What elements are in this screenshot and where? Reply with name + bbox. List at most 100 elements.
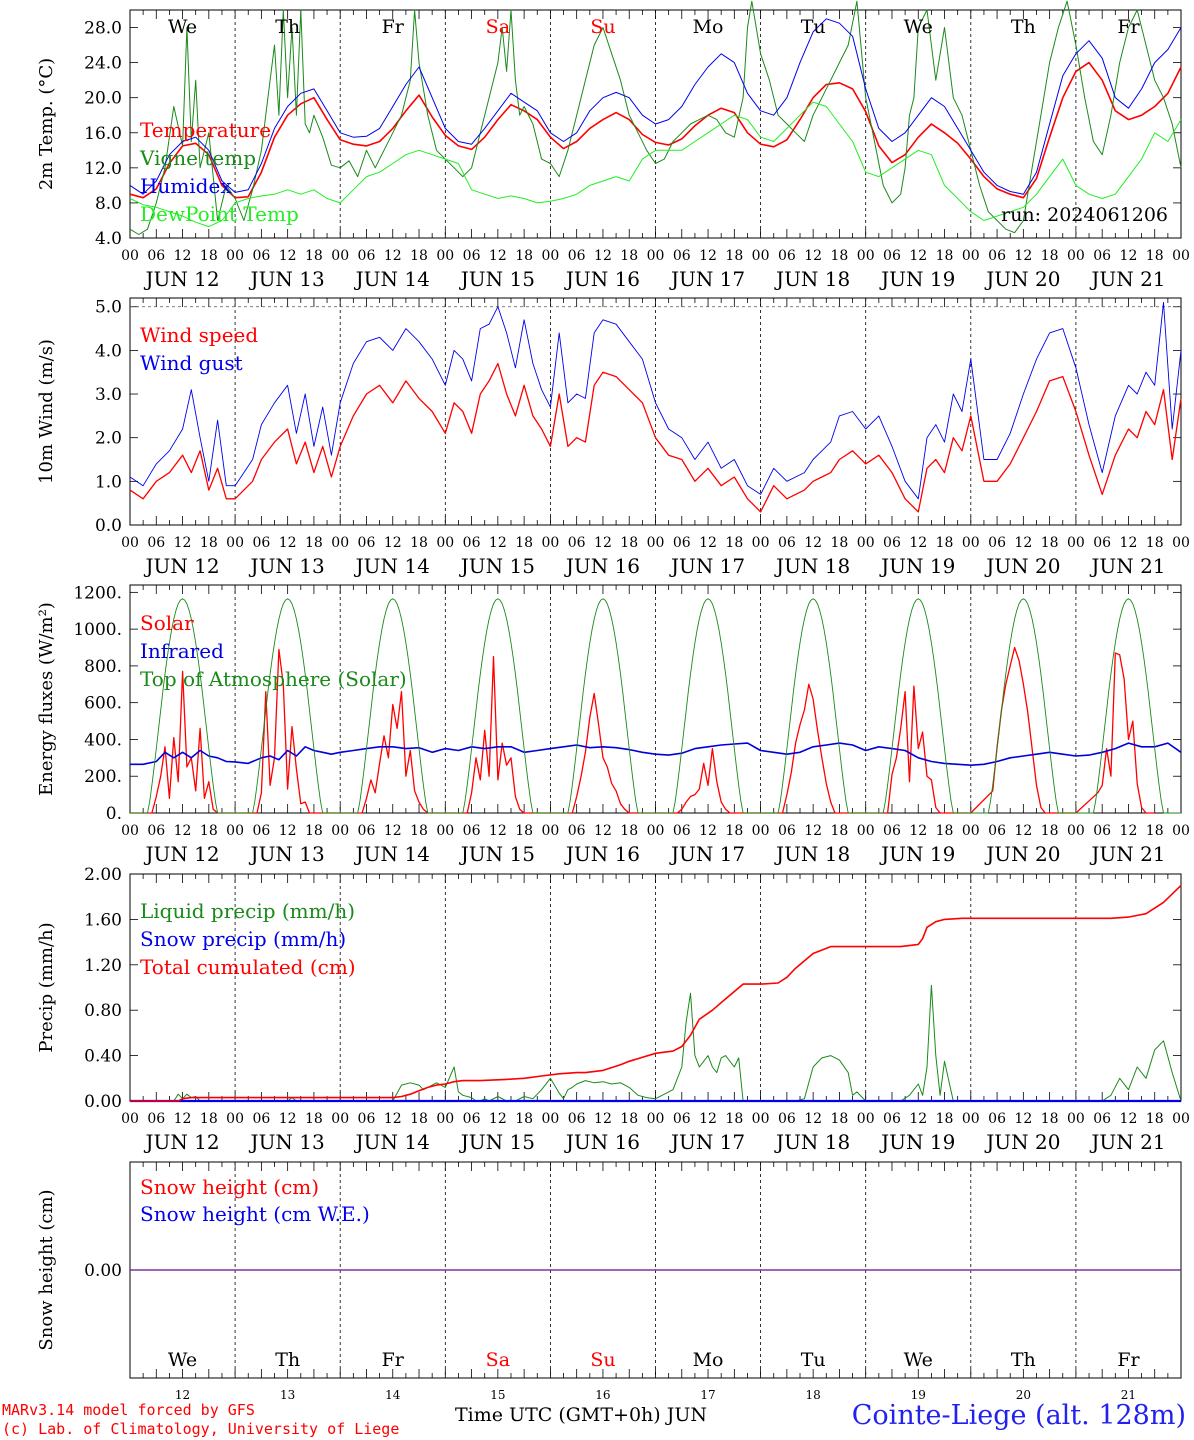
- hour-tick-label: 12: [384, 535, 402, 551]
- temperature-y-tick-label: 4.0: [95, 229, 122, 249]
- hour-tick-label: 12: [699, 535, 717, 551]
- hour-tick-label: 00: [1172, 823, 1190, 839]
- day-number-label: 17: [700, 1388, 715, 1402]
- energy-y-tick-label: 400.: [84, 730, 122, 750]
- hour-tick-label: 00: [857, 823, 875, 839]
- precip-series-line: [130, 984, 1182, 1102]
- hour-tick-label: 12: [699, 248, 717, 264]
- snow-y-axis-label: Snow height (cm): [36, 1189, 57, 1350]
- hour-tick-label: 18: [515, 823, 533, 839]
- hour-tick-label: 12: [1120, 248, 1138, 264]
- precip-y-tick-label: 0.40: [84, 1047, 122, 1067]
- hour-tick-label: 12: [279, 248, 297, 264]
- energy-legend-entry: Infrared: [140, 639, 224, 663]
- hour-tick-label: 06: [1093, 1111, 1111, 1127]
- precip-y-tick-label: 1.60: [84, 910, 122, 930]
- hour-tick-label: 18: [725, 535, 743, 551]
- hour-tick-label: 00: [1172, 1111, 1190, 1127]
- hour-tick-label: 06: [358, 1111, 376, 1127]
- hour-tick-label: 18: [725, 248, 743, 264]
- snow-day-of-week-label: We: [904, 1349, 933, 1371]
- hour-tick-label: 06: [358, 248, 376, 264]
- hour-tick-label: 00: [752, 535, 770, 551]
- temperature-y-tick-label: 8.0: [95, 194, 122, 214]
- precip-legend-entry: Snow precip (mm/h): [140, 927, 346, 951]
- hour-tick-label: 12: [1014, 1111, 1032, 1127]
- hour-tick-label: 18: [305, 823, 323, 839]
- hour-tick-label: 00: [1067, 823, 1085, 839]
- hour-tick-label: 18: [936, 535, 954, 551]
- hour-tick-label: 12: [804, 535, 822, 551]
- precip-y-tick-label: 0.80: [84, 1001, 122, 1021]
- hour-tick-label: 12: [1120, 823, 1138, 839]
- hour-tick-label: 12: [489, 535, 507, 551]
- date-label: JUN 12: [143, 554, 219, 578]
- hour-tick-label: 18: [410, 823, 428, 839]
- day-of-week-label: We: [904, 16, 933, 38]
- temperature-series-line: [129, 0, 1182, 235]
- hour-tick-label: 00: [647, 1111, 665, 1127]
- precip-y-tick-label: 2.00: [84, 865, 122, 885]
- date-label: JUN 16: [564, 267, 640, 291]
- hour-tick-label: 00: [541, 535, 559, 551]
- station-name: Cointe-Liege (alt. 128m): [851, 1400, 1186, 1431]
- hour-tick-label: 12: [489, 248, 507, 264]
- hour-tick-label: 12: [594, 535, 612, 551]
- temperature-series-line: [129, 18, 1182, 195]
- hour-tick-label: 00: [962, 823, 980, 839]
- hour-tick-label: 06: [673, 535, 691, 551]
- snow-day-of-week-label: Tu: [801, 1349, 826, 1371]
- hour-tick-label: 12: [594, 1111, 612, 1127]
- hour-tick-label: 12: [1014, 823, 1032, 839]
- hour-tick-label: 00: [226, 1111, 244, 1127]
- day-of-week-label: Fr: [1117, 16, 1140, 38]
- date-label: JUN 17: [669, 554, 745, 578]
- hour-tick-label: 00: [121, 823, 139, 839]
- hour-tick-label: 06: [147, 1111, 165, 1127]
- hour-tick-label: 00: [226, 823, 244, 839]
- hour-tick-label: 18: [620, 535, 638, 551]
- date-label: JUN 17: [669, 1130, 745, 1154]
- hour-tick-label: 00: [647, 535, 665, 551]
- date-label: JUN 18: [774, 1130, 850, 1154]
- temperature-legend-entry: Temperature: [140, 118, 271, 142]
- date-label: JUN 15: [459, 1130, 535, 1154]
- hour-tick-label: 00: [541, 248, 559, 264]
- hour-tick-label: 00: [752, 823, 770, 839]
- hour-tick-label: 12: [699, 1111, 717, 1127]
- hour-tick-label: 06: [883, 248, 901, 264]
- snow-day-of-week-label: Mo: [693, 1349, 724, 1371]
- hour-tick-label: 00: [1172, 535, 1190, 551]
- hour-tick-label: 18: [305, 248, 323, 264]
- hour-tick-label: 06: [463, 1111, 481, 1127]
- date-label: JUN 18: [774, 267, 850, 291]
- hour-tick-label: 06: [883, 1111, 901, 1127]
- day-number-label: 21: [1121, 1388, 1136, 1402]
- date-label: JUN 17: [669, 842, 745, 866]
- wind-y-tick-label: 0.0: [95, 516, 122, 536]
- hour-tick-label: 06: [147, 248, 165, 264]
- hour-tick-label: 18: [725, 823, 743, 839]
- hour-tick-label: 18: [725, 1111, 743, 1127]
- energy-y-tick-label: 200.: [84, 767, 122, 787]
- wind-legend-entry: Wind speed: [140, 323, 258, 347]
- wind-series-line: [129, 362, 1182, 513]
- hour-tick-label: 00: [436, 248, 454, 264]
- hour-tick-label: 12: [804, 823, 822, 839]
- wind-y-tick-label: 2.0: [95, 429, 122, 449]
- hour-tick-label: 18: [831, 823, 849, 839]
- hour-tick-label: 12: [909, 248, 927, 264]
- hour-tick-label: 12: [909, 823, 927, 839]
- time-axis-caption: Time UTC (GMT+0h) JUN: [455, 1404, 707, 1426]
- date-label: JUN 21: [1089, 554, 1165, 578]
- date-label: JUN 14: [354, 842, 430, 866]
- hour-tick-label: 12: [594, 248, 612, 264]
- hour-tick-label: 12: [804, 248, 822, 264]
- date-label: JUN 13: [249, 267, 325, 291]
- date-label: JUN 15: [459, 842, 535, 866]
- hour-tick-label: 06: [252, 535, 270, 551]
- precip-y-tick-label: 0.00: [84, 1092, 122, 1112]
- hour-tick-label: 12: [279, 1111, 297, 1127]
- hour-tick-label: 00: [647, 823, 665, 839]
- hour-tick-label: 18: [200, 248, 218, 264]
